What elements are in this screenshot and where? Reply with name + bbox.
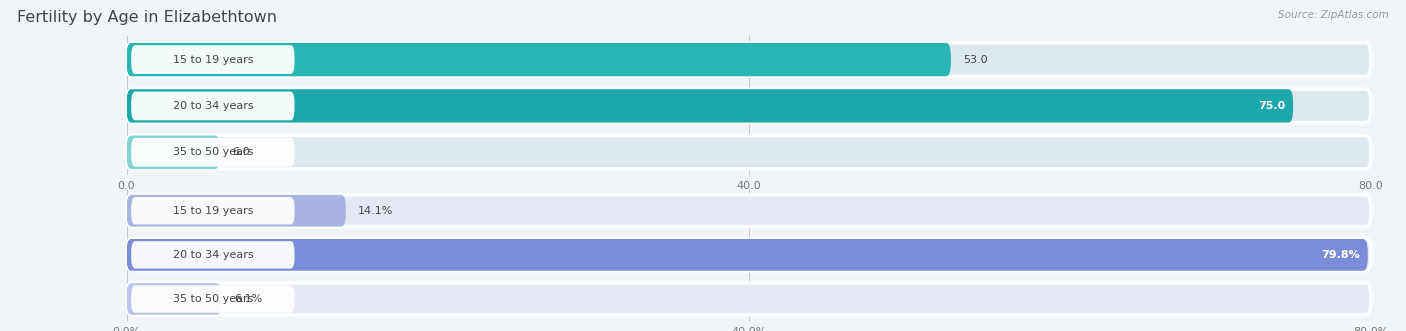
FancyBboxPatch shape [127, 283, 1371, 315]
Text: 15 to 19 years: 15 to 19 years [173, 206, 253, 216]
FancyBboxPatch shape [131, 197, 294, 224]
Text: Source: ZipAtlas.com: Source: ZipAtlas.com [1278, 10, 1389, 20]
FancyBboxPatch shape [131, 285, 294, 313]
Text: 6.0: 6.0 [232, 147, 250, 157]
FancyBboxPatch shape [131, 241, 294, 268]
FancyBboxPatch shape [131, 92, 294, 120]
FancyBboxPatch shape [131, 138, 294, 166]
Text: 53.0: 53.0 [963, 55, 988, 65]
FancyBboxPatch shape [127, 239, 1371, 271]
Text: 79.8%: 79.8% [1322, 250, 1360, 260]
Text: 75.0: 75.0 [1258, 101, 1285, 111]
FancyBboxPatch shape [127, 195, 346, 227]
FancyBboxPatch shape [127, 43, 950, 76]
Text: 20 to 34 years: 20 to 34 years [173, 101, 253, 111]
FancyBboxPatch shape [127, 283, 221, 315]
FancyBboxPatch shape [127, 136, 219, 169]
FancyBboxPatch shape [127, 43, 1371, 76]
Text: 14.1%: 14.1% [359, 206, 394, 216]
FancyBboxPatch shape [127, 136, 1371, 169]
FancyBboxPatch shape [127, 89, 1371, 122]
Text: 35 to 50 years: 35 to 50 years [173, 294, 253, 304]
FancyBboxPatch shape [127, 239, 1368, 271]
Text: Fertility by Age in Elizabethtown: Fertility by Age in Elizabethtown [17, 10, 277, 25]
Text: 35 to 50 years: 35 to 50 years [173, 147, 253, 157]
FancyBboxPatch shape [131, 45, 294, 74]
Text: 15 to 19 years: 15 to 19 years [173, 55, 253, 65]
FancyBboxPatch shape [127, 89, 1294, 122]
Text: 6.1%: 6.1% [233, 294, 262, 304]
FancyBboxPatch shape [127, 195, 1371, 227]
Text: 20 to 34 years: 20 to 34 years [173, 250, 253, 260]
